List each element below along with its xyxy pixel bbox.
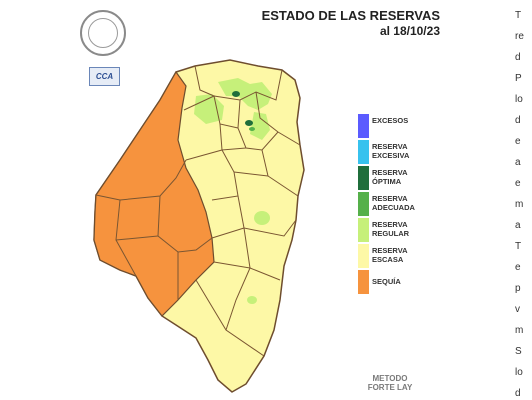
- legend-item-reserva-regular: RESERVA REGULAR: [358, 218, 468, 242]
- article-text-line: a: [515, 157, 521, 168]
- article-text-line: e: [515, 262, 521, 273]
- regular-region-east: [250, 112, 270, 140]
- legend-label-reserva-regular: RESERVA REGULAR: [372, 220, 410, 238]
- legend-swatch-sequia: [358, 270, 369, 294]
- legend-label-reserva-optima: RESERVA ÓPTIMA: [372, 168, 408, 186]
- article-text-line: S: [515, 346, 522, 357]
- seal-emblem: [88, 18, 118, 48]
- cca-logo: CCA: [89, 67, 120, 86]
- article-text-line: d: [515, 388, 521, 399]
- article-text-line: re: [515, 31, 524, 42]
- legend-label-reserva-excesiva: RESERVA EXCESIVA: [372, 142, 410, 160]
- legend-label-reserva-escasa: RESERVA ESCASA: [372, 246, 408, 264]
- method-label: METODO FORTE LAY: [360, 374, 420, 392]
- entre-rios-map: [93, 59, 305, 393]
- optimal-spot-2: [245, 120, 253, 126]
- department-borders: [95, 65, 301, 357]
- legend-swatch-reserva-excesiva: [358, 140, 369, 164]
- regular-region-north: [218, 78, 272, 110]
- article-text-line: d: [515, 52, 521, 63]
- legend-label-reserva-adecuada: RESERVA ADECUADA: [372, 194, 415, 212]
- article-text-line: d: [515, 115, 521, 126]
- legend-label-sequia: SEQUÍA: [372, 277, 401, 286]
- legend-item-sequia: SEQUÍA: [358, 270, 468, 294]
- article-text-column: T re d P lo d e a e m a T e p v m S lo d: [515, 0, 532, 400]
- legend-swatch-reserva-optima: [358, 166, 369, 190]
- article-text-line: a: [515, 220, 521, 231]
- article-text-line: p: [515, 283, 521, 294]
- map-title-date: al 18/10/23: [379, 24, 440, 38]
- adequate-spot: [249, 127, 255, 131]
- legend-item-reserva-escasa: RESERVA ESCASA: [358, 244, 468, 268]
- method-label-line1: METODO: [372, 374, 408, 383]
- article-text-line: T: [515, 10, 522, 21]
- legend-label-excesos: EXCESOS: [372, 116, 409, 125]
- map-title-line1: ESTADO DE LAS RESERVAS: [261, 8, 440, 23]
- article-text-line: m: [515, 325, 524, 336]
- map-title: ESTADO DE LAS RESERVAS al 18/10/23: [220, 8, 440, 39]
- article-text-line: v: [515, 304, 520, 315]
- legend-item-reserva-excesiva: RESERVA EXCESIVA: [358, 140, 468, 164]
- legend-swatch-excesos: [358, 114, 369, 138]
- legend-item-reserva-optima: RESERVA ÓPTIMA: [358, 166, 468, 190]
- article-text-line: e: [515, 178, 521, 189]
- method-label-line2: FORTE LAY: [367, 383, 413, 392]
- article-text-line: m: [515, 199, 524, 210]
- regular-region-south-1: [254, 211, 270, 225]
- legend-item-reserva-adecuada: RESERVA ADECUADA: [358, 192, 468, 216]
- article-text-line: e: [515, 136, 521, 147]
- legend-swatch-reserva-adecuada: [358, 192, 369, 216]
- bolsa-cereales-seal: [80, 10, 126, 56]
- legend-swatch-reserva-escasa: [358, 244, 369, 268]
- legend-swatch-reserva-regular: [358, 218, 369, 242]
- article-text-line: lo: [515, 367, 523, 378]
- article-text-line: P: [515, 73, 522, 84]
- optimal-spot-1: [232, 91, 240, 97]
- reserve-map-panel: CCA ESTADO DE LAS RESERVAS al 18/10/23: [80, 8, 468, 393]
- legend-item-excesos: EXCESOS: [358, 114, 468, 138]
- regular-region-south-2: [247, 296, 257, 304]
- article-text-line: T: [515, 241, 522, 252]
- article-text-line: lo: [515, 94, 523, 105]
